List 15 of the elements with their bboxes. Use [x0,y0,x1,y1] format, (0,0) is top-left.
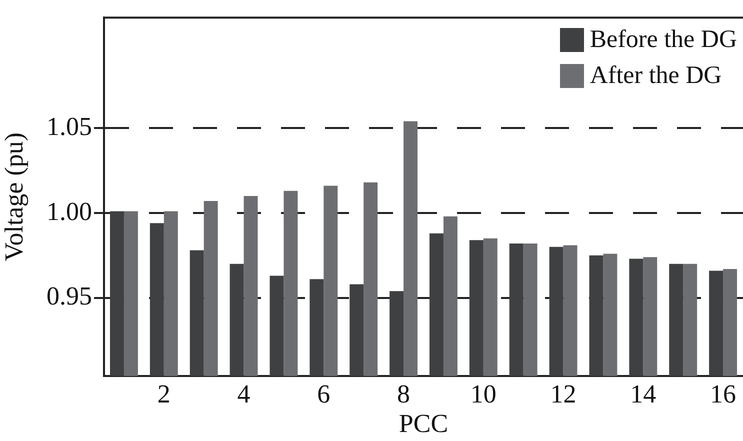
x-tick-label: 16 [710,379,736,408]
y-tick-label: 1.05 [46,112,92,141]
x-tick-label: 6 [317,379,330,408]
legend-label: After the DG [590,62,722,90]
x-tick-label: 14 [630,379,656,408]
x-tick-label: 10 [470,379,496,408]
x-tick-label: 8 [397,379,410,408]
x-tick-label: 12 [550,379,576,408]
y-tick-label: 0.95 [46,282,92,311]
x-axis-title: PCC [398,409,448,438]
y-axis-title: Voltage (pu) [0,132,28,262]
x-tick-label: 4 [237,379,250,408]
y-tick-label: 1.00 [46,196,92,226]
legend-label: Before the DG [590,26,737,54]
x-tick-label: 2 [157,379,170,408]
